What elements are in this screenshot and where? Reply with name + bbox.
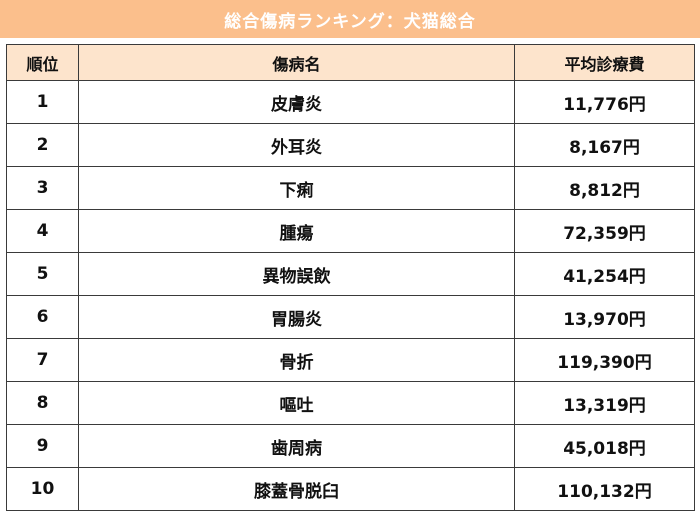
- cost-cell: 110,132円: [514, 467, 695, 511]
- header-cost: 平均診療費: [514, 44, 695, 81]
- cost-cell: 41,254円: [514, 252, 695, 296]
- rank-cell: 1: [6, 80, 79, 124]
- disease-cell: 皮膚炎: [78, 80, 515, 124]
- rank-cell: 6: [6, 295, 79, 339]
- cost-cell: 45,018円: [514, 424, 695, 468]
- disease-cell: 下痢: [78, 166, 515, 210]
- table-row: 4 腫瘍 72,359円: [6, 209, 695, 253]
- disease-cell: 外耳炎: [78, 123, 515, 167]
- cost-cell: 72,359円: [514, 209, 695, 253]
- cost-cell: 13,319円: [514, 381, 695, 425]
- disease-cell: 腫瘍: [78, 209, 515, 253]
- header-rank: 順位: [6, 44, 79, 81]
- cost-cell: 13,970円: [514, 295, 695, 339]
- rank-cell: 2: [6, 123, 79, 167]
- table-row: 7 骨折 119,390円: [6, 338, 695, 382]
- table-row: 8 嘔吐 13,319円: [6, 381, 695, 425]
- disease-cell: 骨折: [78, 338, 515, 382]
- cost-cell: 11,776円: [514, 80, 695, 124]
- table-row: 10 膝蓋骨脱臼 110,132円: [6, 467, 695, 511]
- table-row: 6 胃腸炎 13,970円: [6, 295, 695, 339]
- rank-cell: 10: [6, 467, 79, 511]
- table-row: 3 下痢 8,812円: [6, 166, 695, 210]
- table-row: 2 外耳炎 8,167円: [6, 123, 695, 167]
- disease-cell: 膝蓋骨脱臼: [78, 467, 515, 511]
- table-row: 9 歯周病 45,018円: [6, 424, 695, 468]
- disease-cell: 歯周病: [78, 424, 515, 468]
- header-disease: 傷病名: [78, 44, 515, 81]
- disease-cell: 異物誤飲: [78, 252, 515, 296]
- table-row: 1 皮膚炎 11,776円: [6, 80, 695, 124]
- rank-cell: 9: [6, 424, 79, 468]
- rank-cell: 8: [6, 381, 79, 425]
- table-header-row: 順位 傷病名 平均診療費: [6, 44, 695, 81]
- ranking-table: 順位 傷病名 平均診療費 1 皮膚炎 11,776円 2 外耳炎 8,167円 …: [6, 44, 695, 511]
- disease-cell: 胃腸炎: [78, 295, 515, 339]
- page-title: 総合傷病ランキング：犬猫総合: [0, 0, 700, 38]
- rank-cell: 3: [6, 166, 79, 210]
- rank-cell: 4: [6, 209, 79, 253]
- cost-cell: 8,812円: [514, 166, 695, 210]
- table-row: 5 異物誤飲 41,254円: [6, 252, 695, 296]
- rank-cell: 7: [6, 338, 79, 382]
- disease-cell: 嘔吐: [78, 381, 515, 425]
- cost-cell: 119,390円: [514, 338, 695, 382]
- rank-cell: 5: [6, 252, 79, 296]
- cost-cell: 8,167円: [514, 123, 695, 167]
